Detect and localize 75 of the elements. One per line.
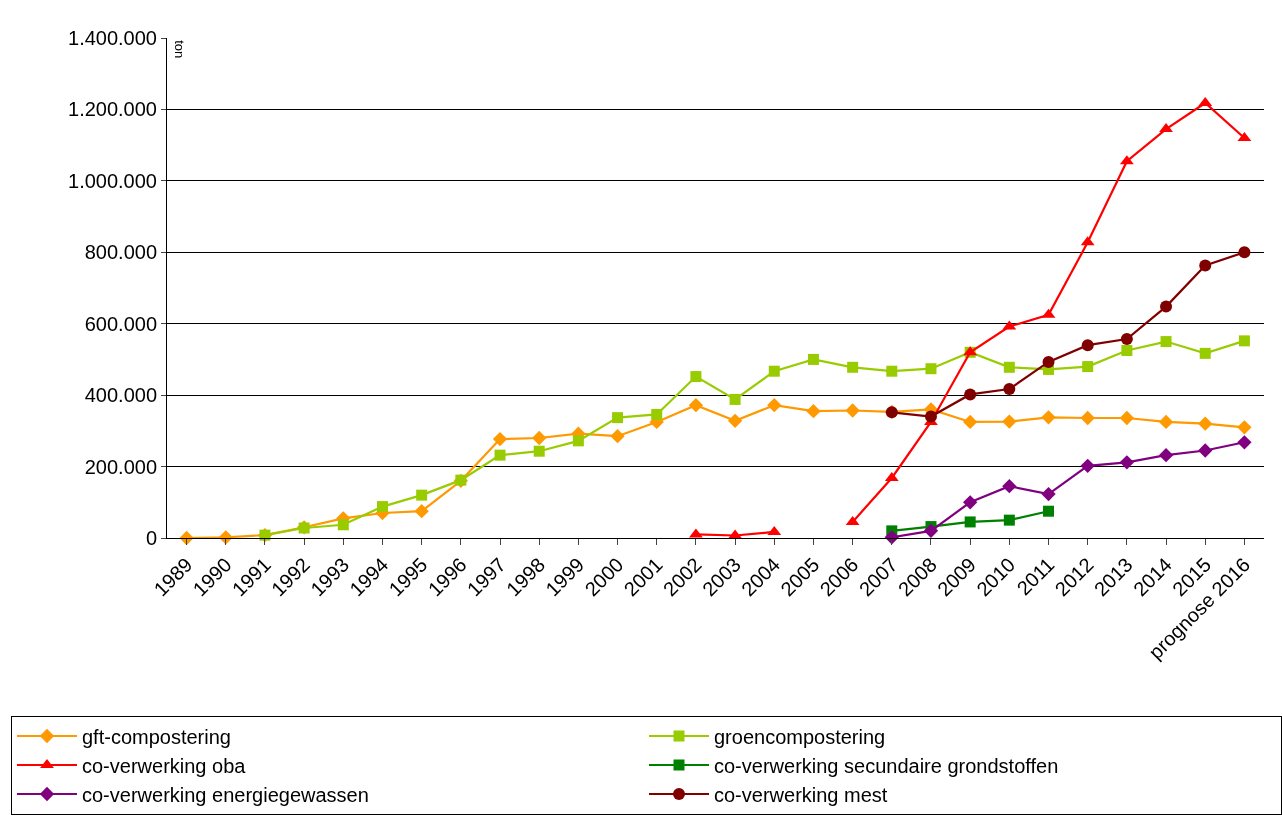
- point: [729, 393, 741, 405]
- point: [572, 435, 584, 447]
- point: [1199, 347, 1211, 359]
- point: [1199, 259, 1212, 272]
- point: [845, 403, 860, 418]
- point: [1158, 447, 1174, 463]
- point: [533, 445, 545, 457]
- y-tick-label: 0: [145, 527, 157, 549]
- point: [532, 430, 547, 446]
- point: [688, 397, 704, 413]
- point: [1041, 486, 1056, 502]
- point: [1082, 361, 1094, 373]
- point: [1043, 505, 1055, 517]
- point: [376, 501, 388, 513]
- y-tick-label: 400.000: [84, 384, 157, 407]
- point: [1158, 414, 1174, 430]
- point: [925, 363, 937, 375]
- point: [963, 414, 978, 430]
- point: [727, 413, 743, 429]
- point: [494, 449, 506, 461]
- point: [337, 519, 349, 531]
- point: [886, 365, 898, 377]
- point: [414, 504, 429, 519]
- point: [1042, 355, 1055, 368]
- point: [806, 404, 821, 419]
- point: [1198, 443, 1213, 458]
- point: [1002, 479, 1017, 494]
- point: [1120, 333, 1133, 346]
- point: [963, 495, 978, 510]
- point: [923, 523, 939, 539]
- point: [807, 353, 819, 365]
- y-tick-label: 200.000: [84, 455, 157, 478]
- point: [1003, 383, 1016, 396]
- point: [767, 397, 782, 413]
- point: [1080, 410, 1095, 426]
- y-tick-label: 600.000: [84, 312, 157, 335]
- point: [1121, 345, 1133, 356]
- point: [1003, 514, 1015, 526]
- legend-label: groencompostering: [714, 725, 886, 748]
- point: [1238, 246, 1251, 259]
- point: [847, 361, 859, 373]
- y-tick-label: 800.000: [84, 241, 157, 264]
- point: [964, 516, 976, 528]
- point: [1081, 339, 1094, 352]
- y-axis-title: ton: [171, 40, 187, 59]
- point: [1119, 455, 1135, 470]
- point: [416, 489, 428, 501]
- y-tick-label: 1.000.000: [68, 169, 157, 192]
- point: [1159, 123, 1173, 133]
- point: [651, 408, 663, 420]
- point: [1238, 335, 1250, 347]
- point: [610, 429, 625, 444]
- point: [1237, 435, 1252, 450]
- point: [1041, 410, 1056, 425]
- point: [1002, 414, 1017, 429]
- point: [1119, 410, 1135, 426]
- y-tick-label: 1.200.000: [68, 98, 157, 121]
- point: [492, 431, 508, 447]
- point: [690, 371, 702, 383]
- legend-label: gft-compostering: [82, 725, 231, 748]
- legend-label: co-verwerking secundaire grondstoffen: [714, 754, 1059, 777]
- y-tick-label: 1.400.000: [68, 27, 157, 49]
- point: [768, 365, 780, 377]
- point: [1160, 300, 1173, 313]
- legend-label: co-verwerking oba: [82, 754, 247, 777]
- point: [924, 410, 937, 423]
- point: [1160, 336, 1172, 348]
- point: [964, 388, 977, 401]
- point: [1003, 361, 1015, 373]
- point: [1080, 458, 1095, 474]
- legend-label: co-verwerking mest: [714, 783, 888, 806]
- legend-label: co-verwerking energiegewassen: [82, 783, 369, 806]
- point: [1237, 420, 1252, 435]
- point: [612, 412, 624, 424]
- point: [1198, 416, 1213, 431]
